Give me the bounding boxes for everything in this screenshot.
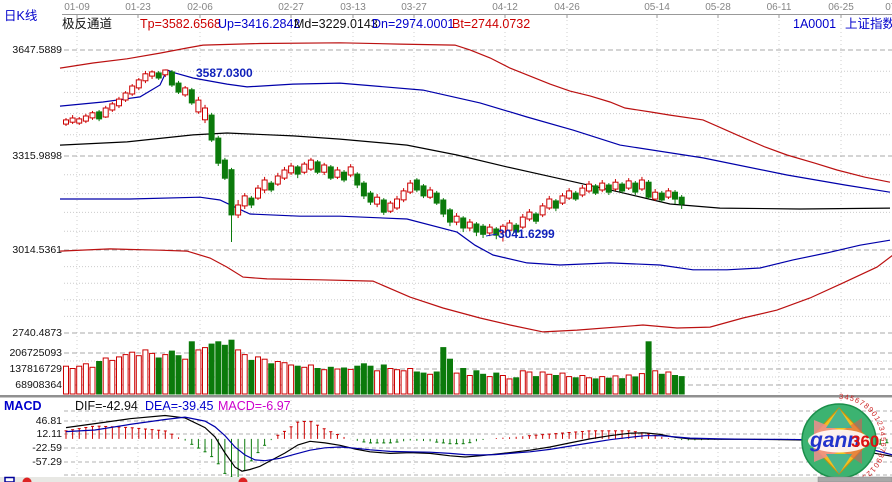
channel-up-value: Up=3416.2842 [218,17,300,31]
channel-label: 极反通道 [62,17,113,31]
chart-type-label: 日K线 [4,9,38,23]
band-line-md [59,132,891,210]
volume-bars [63,339,685,395]
price-axis-label: 3014.5361 [12,244,62,256]
channel-dn-value: Dn=2974.0001 [372,17,454,31]
macd-axis-label: 12.11 [37,428,63,440]
date-label: 06-25 [828,2,854,13]
symbol-name: 上证指数 [845,16,892,31]
band-line-tp [59,42,891,183]
low-price-annotation: 3041.6299 [498,227,555,241]
macd-plot [64,414,892,479]
volume-axis-label: 68908364 [15,379,62,391]
peak-price-annotation: 3587.0300 [196,66,253,80]
indicator-square-icon[interactable] [4,476,15,482]
macd-panel-title: MACD [4,399,42,413]
macd-axis-label: 46.81 [36,415,62,427]
volume-axis-label: 206725093 [9,347,62,359]
channel-tp-value: Tp=3582.6568 [140,17,221,31]
price-axis-label: 3647.5889 [12,44,62,56]
low-annotation-leader [485,233,498,237]
date-label: 07-09 [885,2,892,13]
date-label: 04-26 [554,2,580,13]
scrollbar-thumb[interactable] [817,476,892,482]
dea-line [65,416,892,462]
macd-dea-value: DEA=-39.45 [145,399,213,413]
band-line-up [59,69,891,193]
volume-axis-label: 137816729 [9,363,62,375]
macd-value: MACD=-6.97 [218,399,291,413]
bottom-strip [0,476,892,482]
date-label: 03-27 [401,2,427,13]
macd-dif-value: DIF=-42.94 [75,399,138,413]
macd-axis-label: -22.59 [32,442,62,454]
date-label: 01-09 [64,2,90,13]
logo-text-gann: gann [809,429,860,452]
marker-dot-left-icon[interactable] [22,477,32,482]
bottom-strip-bg [0,477,892,482]
date-label: 05-14 [644,2,670,13]
date-label: 02-06 [187,2,213,13]
symbol-code: 1A0001 [793,17,836,31]
date-axis-labels: 01-09 01-23 02-06 02-27 03-13 03-27 04-12 04-26… [64,2,892,13]
axis-price-labels: 3647.5889 3315.9898 3014.5361 2740.4873 2067… [9,44,62,468]
date-label: 03-13 [340,2,366,13]
date-label: 05-28 [705,2,731,13]
date-label: 06-11 [767,2,792,13]
macd-axis-label: -57.29 [32,456,62,468]
date-label: 02-27 [278,2,304,13]
candlestick-series [63,69,685,243]
dif-line [65,414,892,472]
panel-separator [0,395,892,398]
marker-dot-mid-icon[interactable] [238,477,248,482]
grid-lines [62,14,892,476]
logo-text-360: 360 [851,432,879,451]
channel-bt-value: Bt=2744.0732 [452,17,530,31]
band-line-bt [59,248,892,333]
price-axis-label: 3315.9898 [12,150,62,162]
channel-md-value: Md=3229.0143 [294,17,378,31]
date-label: 04-12 [492,2,518,13]
date-label: 01-23 [125,2,151,13]
price-axis-label: 2740.4873 [12,327,62,339]
